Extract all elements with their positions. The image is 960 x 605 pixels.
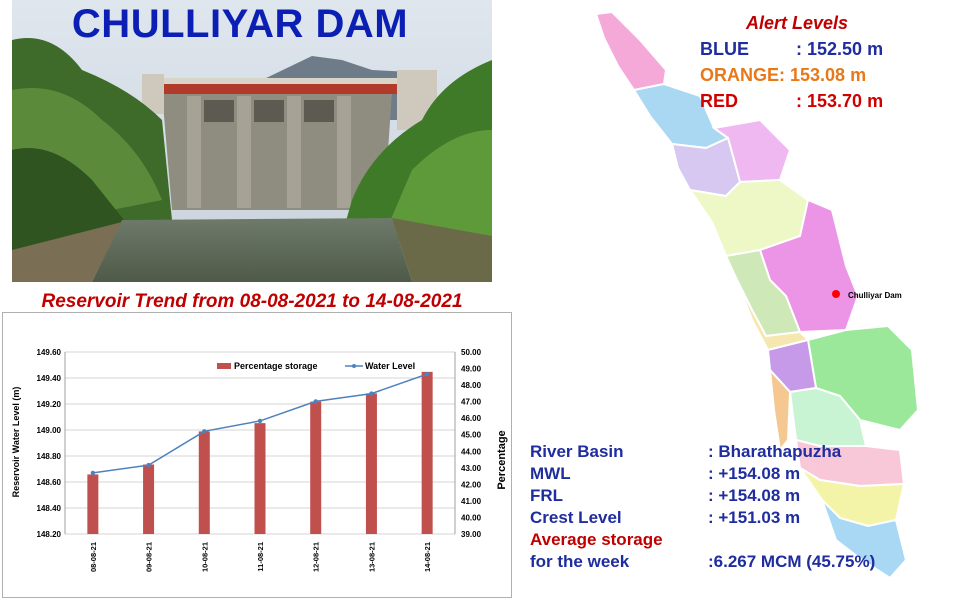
alert-red-value: 153.70 m [807,91,884,111]
right-tick-label: 48.00 [461,381,482,390]
left-tick-label: 148.60 [37,478,62,487]
info-frl: FRL : +154.08 m [530,485,950,507]
bar-percentage-storage [198,431,210,534]
bar-percentage-storage [143,464,155,534]
bar-percentage-storage [87,474,99,534]
x-tick-label: 13-08-21 [367,542,376,572]
right-tick-label: 47.00 [461,398,482,407]
line-series [90,371,430,476]
bar-percentage-storage [421,371,433,534]
river-basin-label: River Basin [530,442,624,461]
x-tick-label: 08-08-21 [89,542,98,572]
water-level-point [257,418,263,424]
frl-value: : +154.08 m [708,486,801,505]
bar-percentage-storage [254,423,266,534]
left-tick-label: 148.40 [37,504,62,513]
legend-label-water-level: Water Level [365,361,415,371]
bar-series [87,371,433,534]
water-level-point [424,371,430,377]
x-tick-label: 12-08-21 [312,542,321,572]
x-tick-label: 09-08-21 [145,542,154,572]
district-south [821,499,908,580]
alert-red-label: RED [700,91,739,111]
left-tick-label: 149.00 [37,426,62,435]
x-tick-label: 14-08-21 [423,542,432,572]
bar-percentage-storage [310,401,322,534]
reservoir-chart: 149.60 149.40 149.20 149.00 148.80 148.60 148.… [2,312,512,598]
bar-percentage-storage [365,393,377,534]
alert-orange-value: 153.08 m [790,65,867,85]
water-level-point [369,391,374,396]
river-basin-value: : Bharathapuzha [708,442,842,461]
chart-svg: 149.60 149.40 149.20 149.00 148.80 148.60 148.… [11,348,508,572]
left-tick-label: 148.20 [37,530,62,539]
legend-marker-water-level [352,364,356,368]
legend-swatch-percentage [217,363,231,369]
chart-title: Reservoir Trend from 08-08-2021 to 14-08… [41,291,463,312]
water-level-point [202,429,207,434]
district-ernakulam [737,281,810,352]
water-level-point [146,462,151,468]
alert-blue-value: 152.50 m [807,39,884,59]
chart-legend: Percentage storage Water Level [217,361,415,371]
district-kasaragod [594,10,668,92]
frl-label: FRL [530,486,564,505]
dam-location-marker [832,290,840,298]
right-tick-label: 39.00 [461,530,482,539]
x-tick-label: 11-08-21 [256,542,265,572]
alert-red-sep: : [796,91,802,111]
right-tick-label: 42.00 [461,480,482,489]
alert-levels: Alert Levels BLUE: 152.50 m ORANGE: 153.… [700,10,930,114]
avg-storage-label-2: for the week [530,552,630,571]
dam-photo [12,0,492,282]
crest-value: : +151.03 m [708,508,801,527]
right-tick-label: 43.00 [461,464,482,473]
right-axis-label: Percentage [496,430,508,489]
left-tick-label: 149.20 [37,400,62,409]
water-level-point [90,470,96,476]
info-crest: Crest Level : +151.03 m [530,507,950,529]
right-tick-label: 44.00 [461,447,482,456]
alert-blue: BLUE: 152.50 m [700,36,930,62]
right-axis-ticks: 50.00 49.00 48.00 47.00 46.00 45.00 44.00 43.00… [461,348,482,539]
dam-info: River Basin : Bharathapuzha MWL : +154.08 … [530,441,950,573]
info-river-basin: River Basin : Bharathapuzha [530,441,950,463]
left-axis-label: Reservoir Water Level (m) [11,387,21,498]
water-level-point [313,399,318,404]
avg-storage-label-1: Average storage [530,530,663,549]
right-tick-label: 49.00 [461,365,482,374]
alert-blue-label: BLUE [700,39,749,59]
alert-orange-label: ORANGE: [700,65,785,85]
crest-label: Crest Level [530,508,622,527]
alert-blue-sep: : [796,39,802,59]
legend-label-percentage: Percentage storage [234,361,318,371]
right-tick-label: 45.00 [461,431,482,440]
page-title: CHULLIYAR DAM [71,2,409,46]
dam-location-label: Chulliyar Dam [848,291,902,300]
info-avg-storage-2: for the week :6.267 MCM (45.75%) [530,551,950,573]
alert-red: RED: 153.70 m [700,88,930,114]
mwl-label: MWL [530,464,571,483]
mwl-value: : +154.08 m [708,464,801,483]
right-tick-label: 41.00 [461,497,482,506]
left-tick-label: 149.60 [37,348,62,357]
left-tick-label: 148.80 [37,452,62,461]
x-axis-ticks: 08-08-21 09-08-21 10-08-21 11-08-21 12-08-21… [89,542,432,572]
left-tick-label: 149.40 [37,374,62,383]
district-alappuzha [768,367,792,453]
right-tick-label: 46.00 [461,414,482,423]
info-mwl: MWL : +154.08 m [530,463,950,485]
x-tick-label: 10-08-21 [200,542,209,572]
left-axis-ticks: 149.60 149.40 149.20 149.00 148.80 148.60 148.… [37,348,62,539]
kerala-map: Chulliyar Dam [565,0,960,600]
right-tick-label: 40.00 [461,513,482,522]
avg-storage-value: :6.267 MCM (45.75%) [708,552,876,571]
info-avg-storage-1: Average storage [530,529,950,551]
right-tick-label: 50.00 [461,348,482,357]
alert-orange: ORANGE: 153.08 m [700,62,930,88]
alert-levels-title: Alert Levels [746,13,849,33]
